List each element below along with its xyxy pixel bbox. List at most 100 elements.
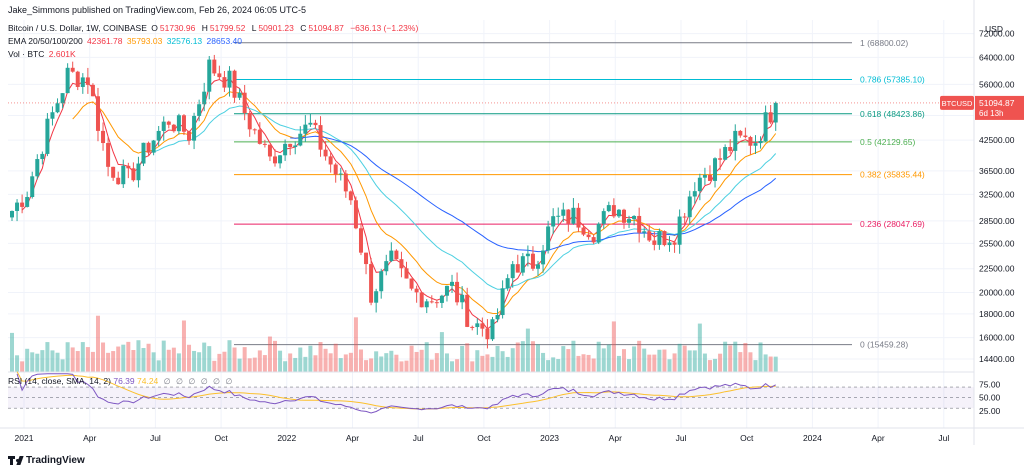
- volume-bar: [520, 341, 525, 372]
- symbol-title[interactable]: Bitcoin / U.S. Dollar, 1W, COINBASE: [8, 23, 147, 33]
- volume-bar: [95, 315, 100, 372]
- candle-body: [146, 142, 151, 153]
- volume-bar: [202, 342, 207, 372]
- tradingview-footer[interactable]: TradingView: [8, 455, 85, 466]
- candle-body: [136, 163, 141, 181]
- candle-body: [111, 166, 116, 178]
- volume-bar: [308, 345, 313, 372]
- volume-bar: [171, 347, 176, 372]
- candle-body: [611, 205, 616, 217]
- volume-bar: [692, 350, 697, 372]
- candle-body: [15, 202, 20, 211]
- candle-body: [768, 112, 773, 123]
- volume-bar: [697, 323, 702, 372]
- candle-body: [738, 130, 743, 136]
- candle-body: [576, 207, 581, 228]
- hidden-eye-icon[interactable]: ∅: [188, 377, 196, 386]
- candle-body: [45, 118, 50, 154]
- hidden-eye-icon[interactable]: ∅: [176, 377, 183, 386]
- candle-body: [439, 295, 444, 303]
- rsi-pane: [8, 371, 974, 414]
- candle-body: [222, 77, 227, 88]
- candle-body: [338, 173, 343, 175]
- candle-body: [753, 143, 758, 146]
- candle-body: [141, 142, 146, 164]
- candle-body: [156, 130, 161, 141]
- volume-bar: [601, 348, 606, 372]
- rsi-line: [16, 373, 776, 414]
- symbol-legend: Bitcoin / U.S. Dollar, 1W, COINBASE O 517…: [8, 23, 419, 33]
- candle-body: [131, 168, 136, 181]
- candle-body: [621, 209, 626, 223]
- candle-body: [627, 219, 632, 223]
- candle-body: [728, 147, 733, 151]
- fib-level-label: 0.382 (35835.44): [860, 170, 925, 180]
- candle-body: [353, 200, 358, 229]
- volume-bar: [242, 347, 247, 372]
- volume-bar: [419, 349, 424, 372]
- volume-bar: [556, 359, 561, 372]
- volume-bar: [728, 345, 733, 372]
- candle-body: [682, 216, 687, 218]
- volume-bar: [75, 351, 80, 372]
- volume-bar: [470, 361, 475, 372]
- time-tick-label: Oct: [214, 433, 228, 443]
- candle-body: [444, 285, 449, 296]
- time-tick-label: 2024: [803, 433, 822, 443]
- volume-bar: [30, 352, 35, 372]
- hidden-eye-icon[interactable]: ∅: [225, 377, 233, 386]
- ema100-line: [153, 105, 777, 290]
- volume-bar: [581, 354, 586, 372]
- volume-bar: [571, 340, 576, 372]
- volume-bar: [116, 346, 121, 372]
- volume-bar: [176, 353, 181, 372]
- price-tick-label: 22500.00: [979, 264, 1015, 274]
- candle-body: [758, 141, 763, 144]
- change-value: −636.13 (−1.23%): [350, 23, 419, 33]
- volume-bar: [611, 321, 616, 372]
- price-tick-label: 20000.00: [979, 288, 1015, 298]
- volume-bar: [505, 356, 510, 372]
- volume-bar: [45, 342, 50, 372]
- candle-body: [591, 237, 596, 243]
- volume-bar: [733, 341, 738, 372]
- hidden-eye-icon[interactable]: ∅: [213, 377, 221, 386]
- volume-legend[interactable]: Vol · BTC 2.601K: [8, 49, 78, 59]
- volume-bar: [718, 353, 723, 372]
- hidden-eye-icon[interactable]: ∅: [163, 377, 171, 386]
- candle-body: [763, 112, 768, 142]
- volume-bar: [187, 344, 192, 372]
- volume-bar: [723, 341, 728, 372]
- ema-legend[interactable]: EMA 20/50/100/200 42361.78 35793.03 3257…: [8, 36, 244, 46]
- volume-bar: [530, 341, 535, 372]
- volume-bar: [111, 351, 116, 372]
- volume-bar: [298, 347, 303, 372]
- rsi-legend[interactable]: RSI (14, close, SMA, 14, 2) 76.39 74.24 …: [8, 376, 232, 386]
- candle-body: [227, 70, 232, 88]
- candle-body: [460, 294, 465, 303]
- volume-bar: [763, 354, 768, 372]
- candle-body: [546, 226, 551, 251]
- volume-bar: [141, 348, 146, 372]
- volume-bar: [90, 351, 95, 372]
- volume-bar: [267, 336, 272, 372]
- candle-body: [495, 315, 500, 320]
- volume-bar: [197, 352, 202, 372]
- volume-bar: [536, 344, 541, 372]
- hidden-eye-icon[interactable]: ∅: [200, 377, 208, 386]
- candle-body: [308, 122, 313, 125]
- candle-body: [470, 326, 475, 328]
- volume-bar: [444, 353, 449, 372]
- candle-body: [384, 261, 389, 272]
- candle-body: [242, 92, 247, 114]
- candle-body: [40, 153, 45, 160]
- volume-bar: [15, 355, 20, 372]
- ema50-value: 35793.03: [126, 36, 163, 46]
- volume-bar: [161, 340, 166, 372]
- candle-body: [181, 115, 186, 132]
- candle-body: [379, 271, 384, 292]
- candle-body: [323, 149, 328, 157]
- candle-body: [713, 158, 718, 181]
- candle-body: [536, 264, 541, 269]
